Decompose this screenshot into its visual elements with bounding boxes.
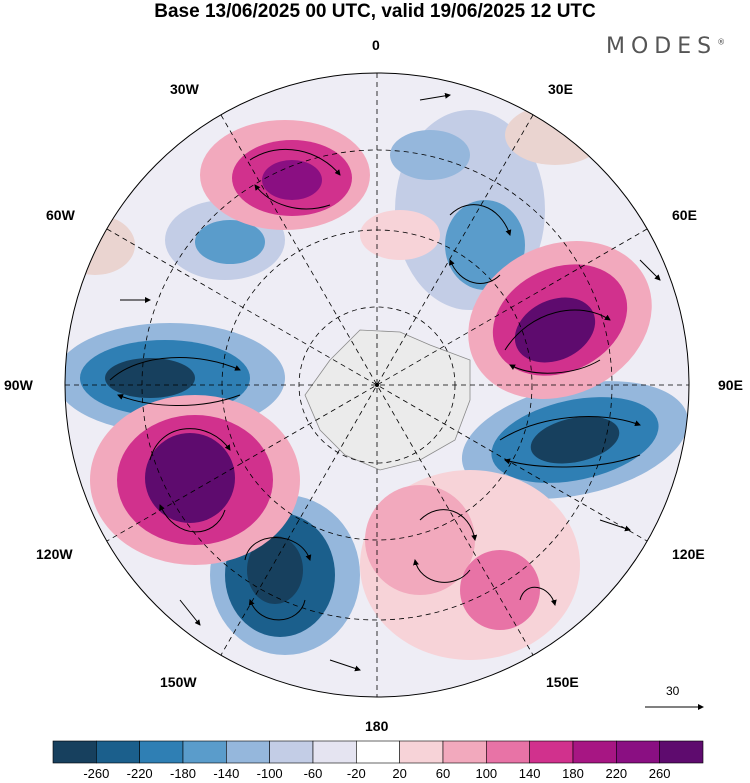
- lon-label-90e: 90E: [718, 377, 743, 393]
- antarctica: [304, 329, 471, 471]
- map-boundary: [64, 72, 690, 698]
- colorbar-tick-label: 100: [475, 766, 498, 781]
- lon-label-60e: 60E: [672, 207, 697, 223]
- colorbar-bin: [442, 740, 487, 764]
- colorbar-bin: [356, 740, 400, 764]
- lon-label-0: 0: [372, 37, 380, 53]
- colorbar: [52, 740, 704, 764]
- colorbar-tick-label: -140: [213, 766, 240, 781]
- colorbar-tick-label: 260: [648, 766, 671, 781]
- lon-label-150e: 150E: [546, 674, 579, 690]
- colorbar-tick-label: 140: [518, 766, 541, 781]
- colorbar-tick-label: 180: [562, 766, 584, 781]
- lon-label-120e: 120E: [672, 546, 705, 562]
- polar-map: [64, 72, 704, 710]
- colorbar-tick-label: -20: [346, 766, 366, 781]
- lon-label-30e: 30E: [548, 81, 573, 97]
- map-title: Base 13/06/2025 00 UTC, valid 19/06/2025…: [154, 1, 596, 22]
- colorbar-bin: [529, 740, 574, 764]
- colorbar-bin: [96, 740, 140, 764]
- modes-logo: MODES®: [606, 34, 726, 59]
- colorbar-bin: [269, 740, 314, 764]
- colorbar-tick-label: -180: [169, 766, 197, 781]
- colorbar-tick-label: -220: [126, 766, 153, 781]
- wind-vectors: [109, 92, 661, 672]
- colorbar-bin: [659, 740, 704, 764]
- colorbar-tick-label: -260: [83, 766, 110, 781]
- colorbar-bin: [312, 740, 357, 764]
- colorbar-bin: [182, 740, 227, 764]
- colorbar-bin: [616, 740, 660, 764]
- anomaly-shading: [65, 105, 689, 660]
- lon-label-120w: 120W: [36, 546, 73, 562]
- graticule: [65, 73, 689, 697]
- wind-reference-label: 30: [666, 684, 680, 698]
- lon-label-30w: 30W: [170, 81, 199, 97]
- colorbar-bin: [486, 740, 530, 764]
- colorbar-tick-label: 220: [605, 766, 628, 781]
- lon-label-60w: 60W: [46, 207, 75, 223]
- lon-label-150w: 150W: [160, 674, 197, 690]
- colorbar-bin: [52, 740, 97, 764]
- lon-label-180: 180: [365, 718, 389, 734]
- colorbar-tick-label: -100: [256, 766, 283, 781]
- colorbar-bin: [139, 740, 184, 764]
- colorbar-tick-label: 20: [392, 766, 407, 781]
- colorbar-bin: [399, 740, 444, 764]
- colorbar-bin: [572, 740, 617, 764]
- colorbar-bin: [226, 740, 270, 764]
- colorbar-tick-label: -60: [303, 766, 323, 781]
- colorbar-tick-label: 60: [435, 766, 451, 781]
- lon-label-90w: 90W: [4, 377, 33, 393]
